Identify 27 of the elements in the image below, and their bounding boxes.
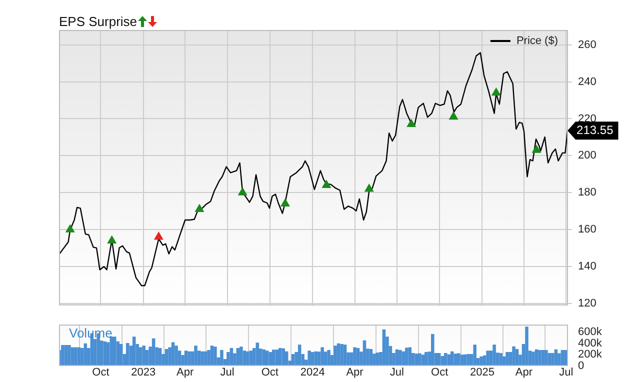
x-tick-label: 2023 (131, 366, 156, 379)
y-tick-label: 260 (578, 38, 596, 51)
x-tick-label: Oct (92, 366, 110, 379)
y-tick-label: 140 (578, 260, 596, 273)
legend-label: Price ($) (516, 35, 558, 48)
y-tick-label: 200 (578, 150, 596, 162)
x-tick-label: Jul (220, 366, 234, 379)
chart-title: Volume (69, 326, 112, 341)
y-tick-label: 600k (578, 326, 602, 338)
x-tick-label: Apr (515, 366, 533, 379)
y-tick-label: 180 (578, 186, 596, 199)
x-tick-label: 2024 (300, 366, 325, 379)
y-tick-label: 240 (578, 76, 596, 88)
x-tick-label: Jul (390, 366, 404, 379)
y-tick-label: 0 (578, 360, 584, 372)
x-tick-label: Apr (176, 366, 194, 379)
x-tick-label: Jul (559, 366, 574, 379)
y-tick-label: 160 (578, 224, 596, 236)
x-tick-label: Oct (261, 366, 278, 379)
y-tick-label: 200k (578, 348, 602, 361)
y-tick-label: 400k (578, 337, 602, 350)
x-tick-label: Oct (431, 366, 448, 379)
annotation: 213.55 (576, 122, 614, 137)
x-tick-label: 2025 (470, 366, 494, 379)
chart-title: EPS Surprise (59, 14, 138, 29)
y-tick-label: 120 (578, 298, 596, 310)
x-tick-label: Apr (346, 366, 364, 379)
